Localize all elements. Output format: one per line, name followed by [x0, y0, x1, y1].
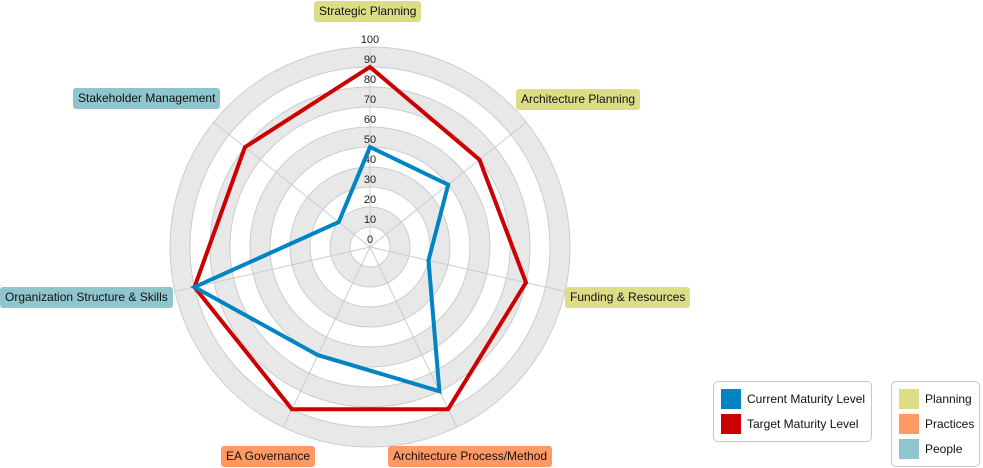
category-label-stakeholder-management: Stakeholder Management — [73, 88, 221, 109]
svg-text:60: 60 — [364, 114, 376, 126]
svg-text:70: 70 — [364, 94, 376, 106]
practices-swatch-icon — [899, 414, 919, 434]
category-label-architecture-planning: Architecture Planning — [516, 89, 641, 110]
svg-text:50: 50 — [364, 134, 376, 146]
svg-text:20: 20 — [364, 194, 376, 206]
legend-label-practices: Practices — [925, 417, 975, 431]
people-swatch-icon — [899, 439, 919, 459]
category-label-funding-resources: Funding & Resources — [565, 287, 691, 308]
group-legend: Planning Practices People — [891, 381, 980, 467]
svg-text:10: 10 — [364, 214, 376, 226]
series-legend: Current Maturity Level Target Maturity L… — [713, 381, 872, 442]
legend-item-practices: Practices — [899, 414, 974, 434]
legend-item-current: Current Maturity Level — [721, 389, 865, 409]
category-label-strategic-planning: Strategic Planning — [314, 1, 422, 22]
svg-text:80: 80 — [364, 74, 376, 86]
category-label-ea-governance: EA Governance — [221, 446, 316, 467]
legend-item-people: People — [899, 439, 962, 459]
target-maturity-series — [192, 64, 529, 412]
legend-item-planning: Planning — [899, 389, 972, 409]
svg-text:100: 100 — [361, 34, 379, 46]
legend-label-target: Target Maturity Level — [747, 417, 859, 431]
current-swatch-icon — [721, 389, 741, 409]
svg-text:90: 90 — [364, 54, 376, 66]
svg-text:0: 0 — [367, 234, 373, 246]
legend-label-planning: Planning — [925, 392, 972, 406]
planning-swatch-icon — [899, 389, 919, 409]
current-maturity-series — [190, 144, 451, 394]
target-swatch-icon — [721, 414, 741, 434]
legend-item-target: Target Maturity Level — [721, 414, 858, 434]
legend-label-current: Current Maturity Level — [747, 392, 866, 406]
category-label-org-structure: Organization Structure & Skills — [0, 287, 173, 308]
svg-text:30: 30 — [364, 174, 376, 186]
category-label-architecture-process: Architecture Process/Method — [388, 446, 553, 467]
legend-label-people: People — [925, 442, 963, 456]
